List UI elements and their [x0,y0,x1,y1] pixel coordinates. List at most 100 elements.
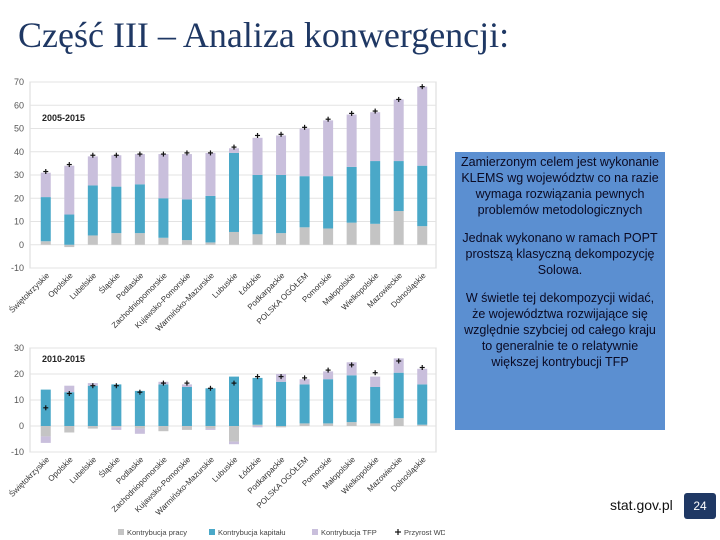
bar-segment-kontrybucja-kapitału [276,381,287,426]
bar-segment-kontrybucja-kapitału [134,390,145,426]
legend-swatch [118,529,124,535]
bar-segment-kontrybucja-tfp [323,120,334,177]
bar-segment-kontrybucja-tfp [64,385,75,393]
bar-segment-kontrybucja-tfp [299,128,310,177]
bar-segment-kontrybucja-kapitału [111,384,122,426]
wdb-marker [325,367,331,373]
wdb-marker [419,365,425,370]
bar-segment-kontrybucja-tfp [299,379,310,385]
bar-segment-kontrybucja-kapitału [370,161,381,224]
bar-segment-kontrybucja-kapitału [64,392,75,426]
bar-segment-kontrybucja-pracy [417,424,428,426]
bar-segment-kontrybucja-pracy [417,226,428,245]
bar-segment-kontrybucja-pracy [111,233,122,245]
bar-segment-kontrybucja-kapitału [181,387,192,426]
period-label: 2005-2015 [42,113,85,123]
bar-segment-kontrybucja-kapitału [393,372,404,419]
info-text-box: Zamierzonym celem jest wykonanie KLEMS w… [455,152,665,430]
bar-segment-kontrybucja-pracy [370,423,381,426]
bar-segment-kontrybucja-pracy [393,211,404,245]
legend-swatch [209,529,215,535]
bar-segment-kontrybucja-pracy [229,231,239,245]
bar-segment-kontrybucja-tfp [134,154,145,185]
bar-segment-kontrybucja-kapitału [393,161,404,212]
bar-segment-kontrybucja-kapitału [276,175,287,234]
bar-segment-kontrybucja-tfp [229,441,239,445]
bar-segment-kontrybucja-kapitału [252,377,263,425]
bar-segment-kontrybucja-kapitału [87,385,98,426]
wdb-marker [184,380,190,386]
y-tick-label: 20 [14,193,24,203]
bar-segment-kontrybucja-pracy [205,242,216,245]
wdb-marker [43,405,49,411]
y-tick-label: 30 [14,343,24,353]
bar-segment-kontrybucja-pracy [111,426,122,428]
wdb-marker [207,150,213,156]
wdb-marker [396,96,402,102]
wdb-marker [160,380,166,386]
wdb-marker [137,389,143,395]
bar-segment-kontrybucja-kapitału [229,376,239,426]
legend-item: Kontrybucja pracy [118,528,187,537]
y-tick-label: 20 [14,369,24,379]
wdb-marker [231,380,237,386]
category-label: Lubuskie [210,271,239,300]
bar-segment-kontrybucja-kapitału [181,199,192,241]
y-tick-label: 10 [14,217,24,227]
bar-segment-kontrybucja-pracy [252,234,263,245]
wdb-marker [278,374,284,380]
y-tick-label: 50 [14,124,24,134]
bar-segment-kontrybucja-tfp [40,172,51,198]
bar-segment-kontrybucja-tfp [134,428,145,434]
bar-segment-kontrybucja-kapitału [111,186,122,234]
bar-segment-kontrybucja-pracy [276,426,287,428]
y-tick-label: 60 [14,100,24,110]
wdb-marker [113,152,119,158]
bar-segment-kontrybucja-pracy [64,426,75,433]
wdb-marker [302,124,308,130]
bar-segment-kontrybucja-pracy [299,227,310,245]
bar-segment-kontrybucja-tfp [40,436,51,443]
chart-panel-2005-2015: -10 0 10 20 30 40 50 60 70 2005-2015 Świętokrzyski… [7,77,437,333]
wdb-marker [66,391,72,396]
bar-segment-kontrybucja-pracy [393,418,404,426]
bar-segment-kontrybucja-tfp [417,86,428,166]
bar-segment-kontrybucja-tfp [205,152,216,196]
bar-segment-kontrybucja-kapitału [158,384,169,426]
bar-segment-kontrybucja-kapitału [64,214,75,245]
y-tick-label: 0 [19,421,24,431]
bar-segment-kontrybucja-kapitału [323,379,334,424]
wdb-marker [302,375,308,381]
bar-segment-kontrybucja-pracy [87,235,98,245]
bar-segment-kontrybucja-kapitału [299,176,310,228]
legend-item: Kontrybucja TFP [312,528,377,537]
wdb-marker [231,144,237,150]
bar-segment-kontrybucja-pracy [64,244,75,248]
legend-item: Kontrybucja kapitału [209,528,286,537]
category-label: Świętokrzyskie [7,455,51,499]
bar-segment-kontrybucja-tfp [252,137,263,175]
bar-segment-kontrybucja-kapitału [158,198,169,238]
bar-segment-kontrybucja-tfp [111,155,122,187]
legend-label: Kontrybucja TFP [321,528,377,537]
wdb-marker [349,362,355,368]
bar-segment-kontrybucja-tfp [252,426,263,428]
bar-segment-kontrybucja-kapitału [417,384,428,425]
wdb-marker [419,84,425,90]
bar-segment-kontrybucja-tfp [393,99,404,162]
bar-segment-kontrybucja-kapitału [346,166,357,223]
legend-swatch [312,529,318,535]
category-label: Lubuskie [210,455,239,484]
bar-segment-kontrybucja-pracy [346,422,357,426]
bar-segment-kontrybucja-pracy [205,426,216,429]
wdb-marker [396,358,402,364]
slide-title: Część III – Analiza konwergencji: [18,15,510,55]
wdb-marker [278,131,284,137]
bar-segment-kontrybucja-pracy [134,233,145,245]
wdb-marker [160,151,166,157]
bar-segment-kontrybucja-pracy [181,426,192,430]
bar-segment-kontrybucja-kapitału [299,384,310,424]
bar-segment-kontrybucja-kapitału [134,184,145,234]
footer-site-label: stat.gov.pl [610,497,673,513]
wdb-marker [255,132,261,138]
